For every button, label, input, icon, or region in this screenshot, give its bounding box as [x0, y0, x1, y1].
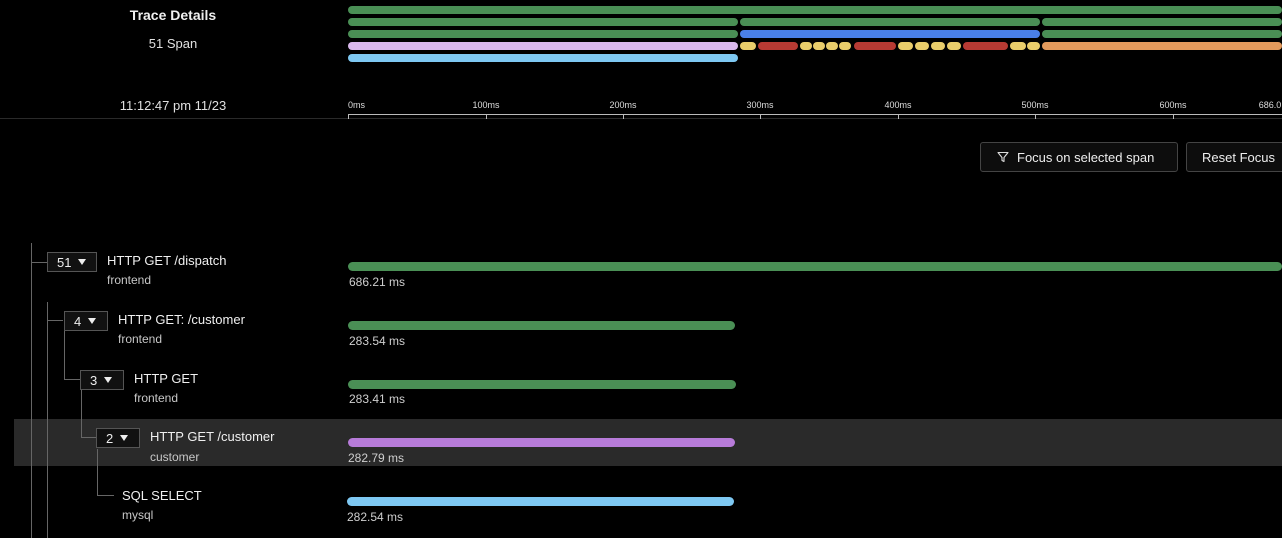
time-axis-label: 600ms	[1159, 100, 1187, 110]
reset-focus-label: Reset Focus	[1202, 149, 1275, 165]
time-axis-tick	[486, 114, 487, 119]
span-duration: 686.21 ms	[349, 275, 406, 289]
trace-timestamp: 11:12:47 pm 11/23	[119, 98, 227, 113]
tree-line	[97, 495, 114, 496]
trace-details-title: Trace Details	[129, 7, 217, 23]
span-name: HTTP GET: /customer	[118, 312, 245, 327]
span-duration-bar	[348, 321, 735, 330]
service-name: frontend	[134, 391, 179, 405]
minimap-bar	[947, 42, 961, 50]
span-name: HTTP GET /dispatch	[107, 253, 227, 268]
focus-selected-span-label: Focus on selected span	[1017, 149, 1155, 165]
child-count: 3	[90, 372, 98, 388]
focus-selected-span-button[interactable]: Focus on selected span	[980, 142, 1178, 172]
minimap-bar	[1010, 42, 1026, 50]
span-duration-bar	[348, 438, 735, 447]
span-name: HTTP GET /customer	[150, 429, 275, 444]
minimap-bar	[348, 6, 1282, 14]
minimap-bar	[826, 42, 838, 50]
minimap-bar	[348, 42, 738, 50]
time-axis-label: 100ms	[472, 100, 500, 110]
span-duration-bar	[348, 380, 736, 389]
service-name: customer	[150, 450, 200, 464]
time-axis-label: 0ms	[348, 100, 366, 110]
minimap-bar	[1042, 30, 1282, 38]
span-duration: 283.54 ms	[349, 334, 406, 348]
collapse-toggle[interactable]: 4	[64, 311, 108, 331]
tree-line	[97, 449, 98, 496]
minimap-bar	[740, 30, 1040, 38]
time-axis-tick	[348, 114, 349, 119]
span-duration: 282.79 ms	[348, 451, 405, 465]
minimap-bar	[348, 18, 738, 26]
minimap-bar	[800, 42, 812, 50]
time-axis-tick	[760, 114, 761, 119]
tree-line	[47, 320, 63, 321]
tree-line	[47, 302, 48, 538]
child-count: 4	[74, 313, 82, 329]
minimap-bar	[963, 42, 1008, 50]
minimap-bar	[1042, 18, 1282, 26]
minimap-bar	[740, 18, 1040, 26]
minimap-bar	[915, 42, 929, 50]
span-count: 51 Span	[148, 36, 198, 51]
time-axis-tick	[898, 114, 899, 119]
time-axis-label: 500ms	[1021, 100, 1049, 110]
time-axis-label: 200ms	[609, 100, 637, 110]
header-divider	[0, 118, 1282, 119]
span-duration-bar	[348, 262, 1282, 271]
span-duration: 282.54 ms	[347, 510, 404, 524]
minimap-bar	[1042, 42, 1282, 50]
time-axis-label: 400ms	[884, 100, 912, 110]
service-name: mysql	[122, 508, 154, 522]
time-axis-label: 686.0	[1258, 100, 1282, 110]
caret-down-icon	[78, 259, 87, 265]
time-axis-tick	[1173, 114, 1174, 119]
time-axis-tick	[1035, 114, 1036, 119]
reset-focus-button[interactable]: Reset Focus	[1186, 142, 1282, 172]
caret-down-icon	[88, 318, 97, 324]
filter-icon	[997, 151, 1009, 163]
tree-line	[64, 331, 65, 380]
collapse-toggle[interactable]: 3	[80, 370, 124, 390]
tree-line	[81, 437, 96, 438]
tree-line	[31, 262, 47, 263]
caret-down-icon	[104, 377, 113, 383]
tree-line	[81, 390, 82, 438]
minimap-bar	[854, 42, 896, 50]
collapse-toggle[interactable]: 51	[47, 252, 97, 272]
collapse-toggle[interactable]: 2	[96, 428, 140, 448]
span-name: SQL SELECT	[122, 488, 202, 503]
minimap-bar	[740, 42, 756, 50]
tree-line	[64, 379, 80, 380]
time-axis	[348, 114, 1282, 115]
service-name: frontend	[118, 332, 163, 346]
time-axis-label: 300ms	[746, 100, 774, 110]
span-duration-bar	[347, 497, 734, 506]
child-count: 51	[57, 254, 72, 270]
child-count: 2	[106, 430, 114, 446]
minimap-bar	[348, 30, 738, 38]
minimap-bar	[348, 54, 738, 62]
time-axis-tick	[623, 114, 624, 119]
minimap-bar	[758, 42, 798, 50]
minimap-bar	[813, 42, 825, 50]
minimap-bar	[898, 42, 913, 50]
service-name: frontend	[107, 273, 152, 287]
tree-line	[31, 243, 32, 538]
minimap-bar	[1027, 42, 1040, 50]
minimap-bar	[839, 42, 851, 50]
minimap-bar	[931, 42, 945, 50]
caret-down-icon	[120, 435, 129, 441]
span-duration: 283.41 ms	[349, 392, 406, 406]
span-name: HTTP GET	[134, 371, 199, 386]
